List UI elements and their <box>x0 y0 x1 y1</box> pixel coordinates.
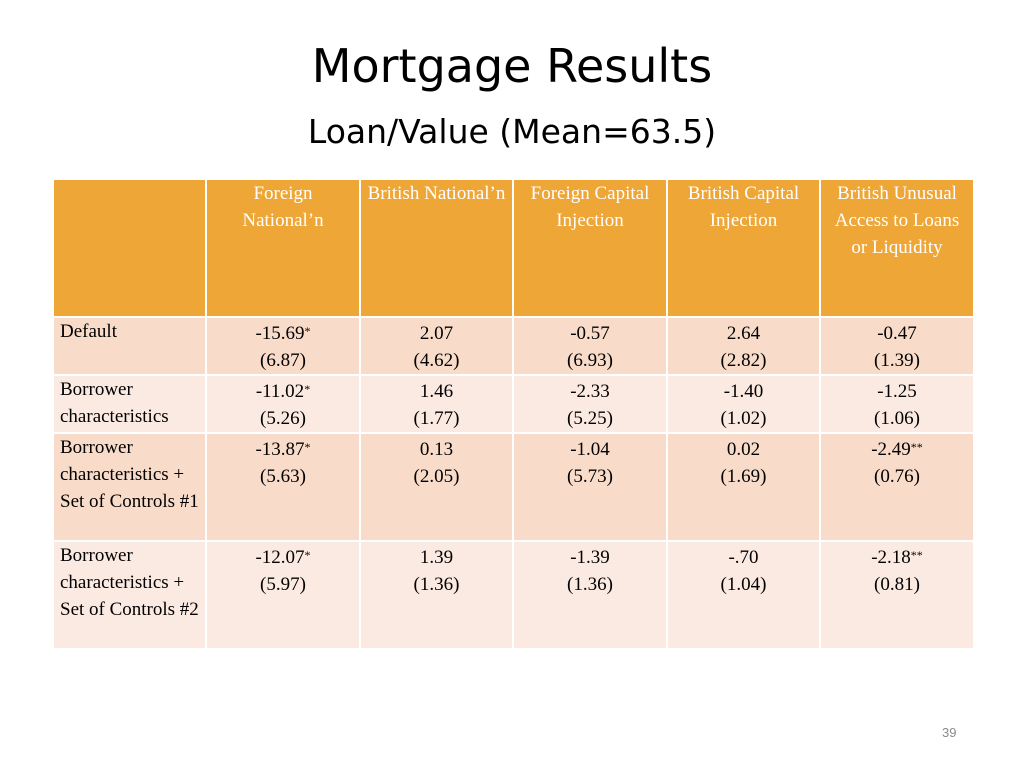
table-cell: 1.39 (1.36) <box>359 540 514 650</box>
standard-error: (5.73) <box>567 466 613 487</box>
standard-error: (1.06) <box>874 408 920 429</box>
coefficient: -1.25 <box>877 381 917 402</box>
coefficient: -12.07 <box>255 547 305 568</box>
table-cell: 0.13 (2.05) <box>359 432 514 542</box>
table-cell: 2.64 (2.82) <box>666 316 821 376</box>
standard-error: (0.76) <box>874 466 920 487</box>
table-cell: -1.40 (1.02) <box>666 374 821 434</box>
table-row: Default -15.69* (6.87) 2.07 (4.62) -0.57… <box>52 316 975 376</box>
header-corner <box>52 178 207 318</box>
standard-error: (4.62) <box>413 350 460 371</box>
coefficient: -0.47 <box>877 323 917 344</box>
header-foreign-capital-injection: Foreign Capital Injection <box>512 178 668 318</box>
table-cell: -12.07* (5.97) <box>205 540 361 650</box>
standard-error: (5.97) <box>260 574 306 595</box>
coefficient: -1.04 <box>570 439 610 460</box>
standard-error: (5.63) <box>260 466 306 487</box>
coefficient: 0.13 <box>419 439 454 460</box>
coefficient: -0.57 <box>570 323 610 344</box>
table-cell: -1.04 (5.73) <box>512 432 668 542</box>
significance-stars: * <box>304 382 311 396</box>
standard-error: (0.81) <box>874 574 920 595</box>
slide-title: Mortgage Results <box>311 39 713 93</box>
table-row: Borrower characteristics + Set of Contro… <box>52 540 975 650</box>
table-cell: -0.57 (6.93) <box>512 316 668 376</box>
standard-error: (5.26) <box>260 408 306 429</box>
coefficient: -1.39 <box>570 547 610 568</box>
coefficient: -11.02 <box>255 381 305 402</box>
coefficient: -1.40 <box>723 381 764 402</box>
significance-stars: ** <box>910 440 923 454</box>
table-cell: -2.49** (0.76) <box>819 432 975 542</box>
standard-error: (1.69) <box>720 466 767 487</box>
row-label: Borrower characteristics <box>52 374 207 434</box>
header-british-nationalization: British National’n <box>359 178 514 318</box>
standard-error: (1.77) <box>413 408 460 429</box>
row-label: Borrower characteristics + Set of Contro… <box>52 432 207 542</box>
table-cell: -11.02* (5.26) <box>205 374 361 434</box>
header-foreign-nationalization: Foreign National’n <box>205 178 361 318</box>
table-cell: -.70 (1.04) <box>666 540 821 650</box>
significance-stars: * <box>304 548 311 562</box>
slide-subtitle: Loan/Value (Mean=63.5) <box>307 112 717 151</box>
table-cell: -1.39 (1.36) <box>512 540 668 650</box>
significance-stars: ** <box>910 548 923 562</box>
coefficient: 1.46 <box>419 381 454 402</box>
table-header-row: Foreign National’n British National’n Fo… <box>52 178 975 318</box>
coefficient: -13.87 <box>255 439 305 460</box>
header-british-capital-injection: British Capital Injection <box>666 178 821 318</box>
table-cell: -1.25 (1.06) <box>819 374 975 434</box>
standard-error: (2.05) <box>413 466 460 487</box>
coefficient: -.70 <box>728 547 759 568</box>
header-british-unusual-access: British Unusual Access to Loans or Liqui… <box>819 178 975 318</box>
table-cell: -13.87* (5.63) <box>205 432 361 542</box>
results-table: Foreign National’n British National’n Fo… <box>52 178 975 650</box>
standard-error: (6.87) <box>260 350 306 371</box>
row-label: Borrower characteristics + Set of Contro… <box>52 540 207 650</box>
coefficient: 1.39 <box>419 547 454 568</box>
table-row: Borrower characteristics -11.02* (5.26) … <box>52 374 975 434</box>
significance-stars: * <box>304 324 311 338</box>
page-number: 39 <box>942 725 957 740</box>
table-cell: 1.46 (1.77) <box>359 374 514 434</box>
standard-error: (6.93) <box>567 350 613 371</box>
standard-error: (1.02) <box>720 408 767 429</box>
coefficient: 0.02 <box>726 439 761 460</box>
standard-error: (2.82) <box>720 350 767 371</box>
coefficient: -15.69 <box>255 323 305 344</box>
standard-error: (1.36) <box>413 574 460 595</box>
coefficient: 2.07 <box>419 323 454 344</box>
table-cell: 0.02 (1.69) <box>666 432 821 542</box>
table-cell: -2.33 (5.25) <box>512 374 668 434</box>
coefficient: -2.18 <box>871 547 911 568</box>
table-cell: -2.18** (0.81) <box>819 540 975 650</box>
table-cell: -15.69* (6.87) <box>205 316 361 376</box>
standard-error: (1.04) <box>720 574 767 595</box>
table-cell: 2.07 (4.62) <box>359 316 514 376</box>
table-cell: -0.47 (1.39) <box>819 316 975 376</box>
table-row: Borrower characteristics + Set of Contro… <box>52 432 975 542</box>
standard-error: (1.39) <box>874 350 920 371</box>
coefficient: -2.49 <box>871 439 911 460</box>
standard-error: (5.25) <box>567 408 613 429</box>
row-label: Default <box>52 316 207 376</box>
coefficient: -2.33 <box>570 381 610 402</box>
coefficient: 2.64 <box>726 323 761 344</box>
significance-stars: * <box>304 440 311 454</box>
standard-error: (1.36) <box>567 574 613 595</box>
